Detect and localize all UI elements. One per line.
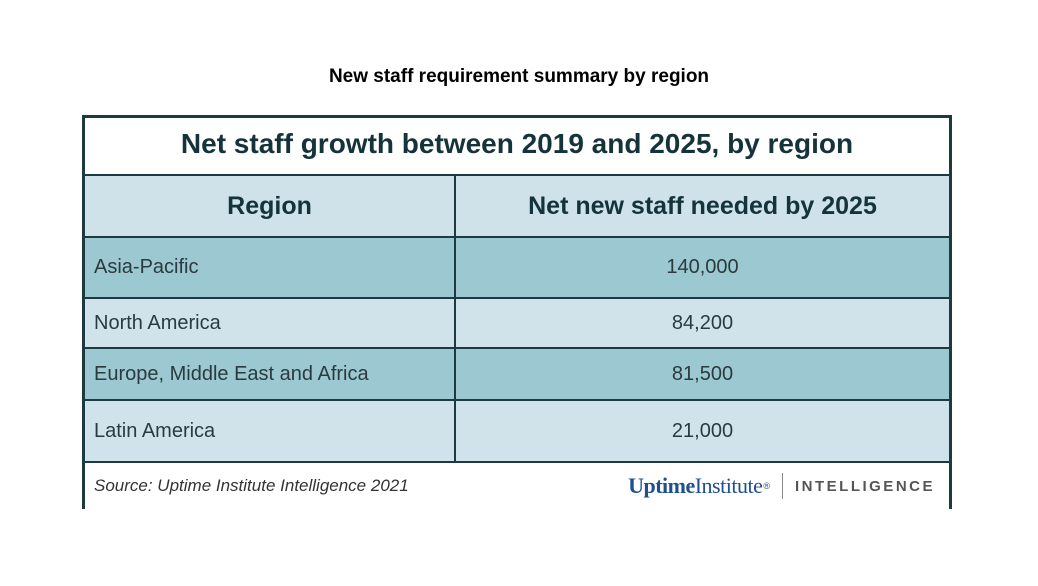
- header-region-label: Region: [227, 191, 312, 220]
- value-cell: 84,200: [456, 299, 949, 347]
- header-region: Region: [85, 176, 456, 236]
- region-cell: Latin America: [85, 401, 456, 461]
- uptime-logo: Uptime Institute ® INTELLIGENCE: [628, 473, 935, 499]
- table-row: Asia-Pacific 140,000: [85, 238, 949, 299]
- value-cell: 21,000: [456, 401, 949, 461]
- region-cell: North America: [85, 299, 456, 347]
- registered-icon: ®: [763, 481, 770, 491]
- table-title: Net staff growth between 2019 and 2025, …: [85, 118, 949, 176]
- region-name: Latin America: [94, 419, 216, 442]
- staff-value: 81,500: [671, 362, 734, 385]
- table-row: North America 84,200: [85, 299, 949, 349]
- staff-value: 84,200: [671, 311, 734, 334]
- staff-value: 140,000: [666, 256, 739, 278]
- logo-divider: [781, 473, 783, 499]
- logo-institute: Institute: [694, 473, 763, 498]
- table-header-row: Region Net new staff needed by 2025: [85, 176, 949, 238]
- region-name: Europe, Middle East and Africa: [94, 362, 369, 385]
- region-cell: Asia-Pacific: [85, 238, 456, 297]
- value-cell: 81,500: [456, 349, 949, 399]
- table-row: Europe, Middle East and Africa 81,500: [85, 349, 949, 401]
- header-staff-label: Net new staff needed by 2025: [528, 191, 877, 220]
- value-cell: 140,000: [456, 238, 949, 297]
- page-title: New staff requirement summary by region: [328, 66, 710, 87]
- region-cell: Europe, Middle East and Africa: [85, 349, 456, 399]
- logo-uptime: Uptime: [628, 473, 695, 498]
- table-footer: Source: Uptime Institute Intelligence 20…: [85, 463, 949, 509]
- region-name: Asia-Pacific: [94, 256, 199, 278]
- staff-value: 21,000: [671, 419, 734, 442]
- staff-growth-table: Net staff growth between 2019 and 2025, …: [82, 115, 952, 509]
- header-staff: Net new staff needed by 2025: [456, 176, 949, 236]
- table-row: Latin America 21,000: [85, 401, 949, 463]
- region-name: North America: [94, 311, 221, 334]
- source-note: Source: Uptime Institute Intelligence 20…: [94, 476, 409, 495]
- logo-intelligence: INTELLIGENCE: [794, 477, 935, 495]
